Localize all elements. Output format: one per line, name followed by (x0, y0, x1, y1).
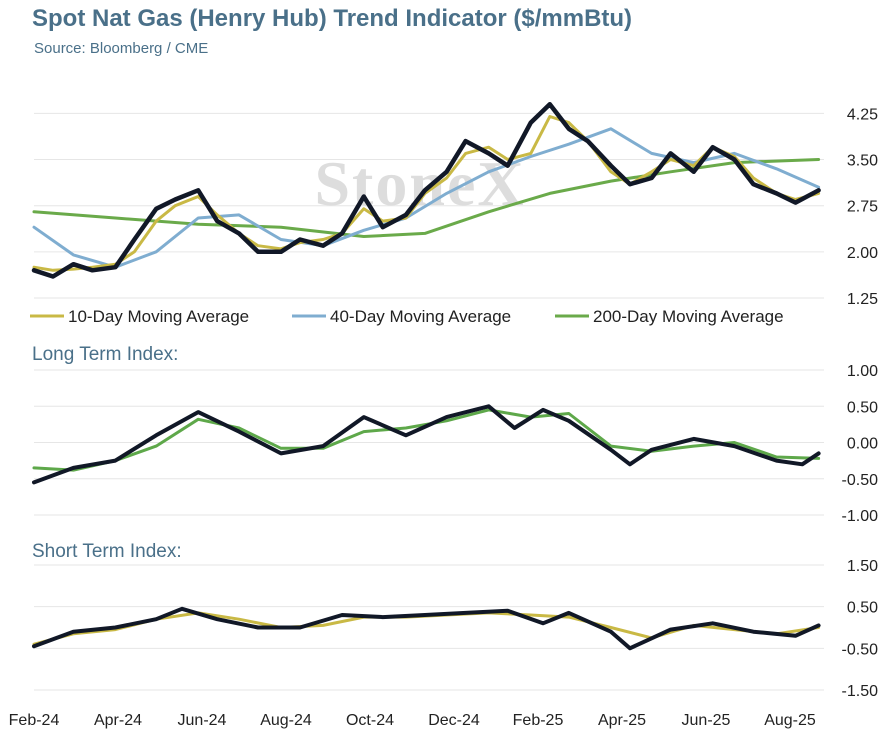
line-p1-10-day-moving-average (32, 115, 821, 272)
short-term-index-title: Short Term Index: (32, 541, 182, 562)
x-tick-label: Dec-24 (428, 712, 480, 729)
line-p2-series-1 (32, 404, 821, 485)
y-tick-label-p1: 3.50 (847, 153, 878, 170)
y-tick-label-p3: 1.50 (847, 558, 878, 575)
chart-title: Spot Nat Gas (Henry Hub) Trend Indicator… (32, 5, 632, 32)
y-tick-label-p1: 2.75 (847, 199, 878, 216)
x-tick-label: Oct-24 (346, 712, 394, 729)
chart-subtitle: Source: Bloomberg / CME (34, 40, 208, 57)
y-tick-label-p1: 1.25 (847, 291, 878, 308)
line-p3-series-1 (32, 606, 821, 651)
y-tick-label-p2: -1.00 (842, 508, 879, 525)
legend-label: 200-Day Moving Average (593, 307, 784, 326)
legend: 10-Day Moving Average 40-Day Moving Avera… (30, 307, 784, 326)
watermark-text: StoneX (314, 148, 525, 219)
y-tick-label-p3: -0.50 (842, 641, 879, 658)
y-tick-label-p2: 0.00 (847, 436, 878, 453)
y-tick-label-p3: -1.50 (842, 683, 879, 700)
line-p1-200-day-moving-average (32, 158, 821, 238)
y-tick-label-p3: 0.50 (847, 600, 878, 617)
x-tick-label: Aug-25 (764, 712, 816, 729)
line-p1-series-1 (31, 101, 821, 279)
y-tick-label-p1: 4.25 (847, 106, 878, 123)
y-tick-label-p2: 1.00 (847, 363, 878, 380)
x-tick-label: Apr-25 (598, 712, 646, 729)
x-tick-label: Jun-25 (682, 712, 731, 729)
x-tick-label: Apr-24 (94, 712, 142, 729)
x-tick-label: Aug-24 (260, 712, 312, 729)
legend-label: 40-Day Moving Average (330, 307, 511, 326)
legend-label: 10-Day Moving Average (68, 307, 249, 326)
y-tick-label-p2: -0.50 (842, 472, 879, 489)
y-tick-label-p2: 0.50 (847, 399, 878, 416)
x-tick-label: Feb-25 (513, 712, 564, 729)
long-term-index-title: Long Term Index: (32, 344, 178, 365)
x-tick-label: Jun-24 (178, 712, 227, 729)
x-tick-label: Feb-24 (9, 712, 60, 729)
line-p3-series-2 (32, 611, 821, 646)
y-tick-label-p1: 2.00 (847, 245, 878, 262)
line-p1-40-day-moving-average (32, 127, 821, 269)
x-axis: Feb-24 Apr-24 Jun-24 Aug-24 Oct-24 Dec-24 Feb-… (9, 712, 816, 729)
